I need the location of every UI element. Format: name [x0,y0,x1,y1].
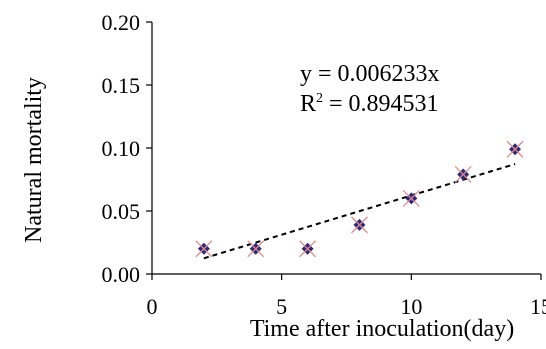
x-tick-label: 0 [147,294,158,319]
x-tick-label: 15 [530,294,546,319]
r-squared-value: = 0.894531 [323,91,439,117]
y-tick-label: 0.05 [102,199,141,224]
r-squared-prefix: R [300,91,316,117]
y-axis-title: Natural mortality [21,77,47,243]
y-tick-label: 0.20 [102,10,141,35]
x-axis-title: Time after inoculation(day) [250,316,514,342]
y-tick-label: 0.00 [102,262,141,287]
y-tick-label: 0.15 [102,73,141,98]
y-tick-label: 0.10 [102,136,141,161]
tick-labels-layer: 0.000.050.100.150.20051015 [102,10,546,319]
r-squared-sup: 2 [316,91,323,106]
trendline-equation: y = 0.006233x [300,61,440,87]
data-points-layer [196,141,523,257]
r-squared-label: R2 = 0.894531 [300,91,439,117]
